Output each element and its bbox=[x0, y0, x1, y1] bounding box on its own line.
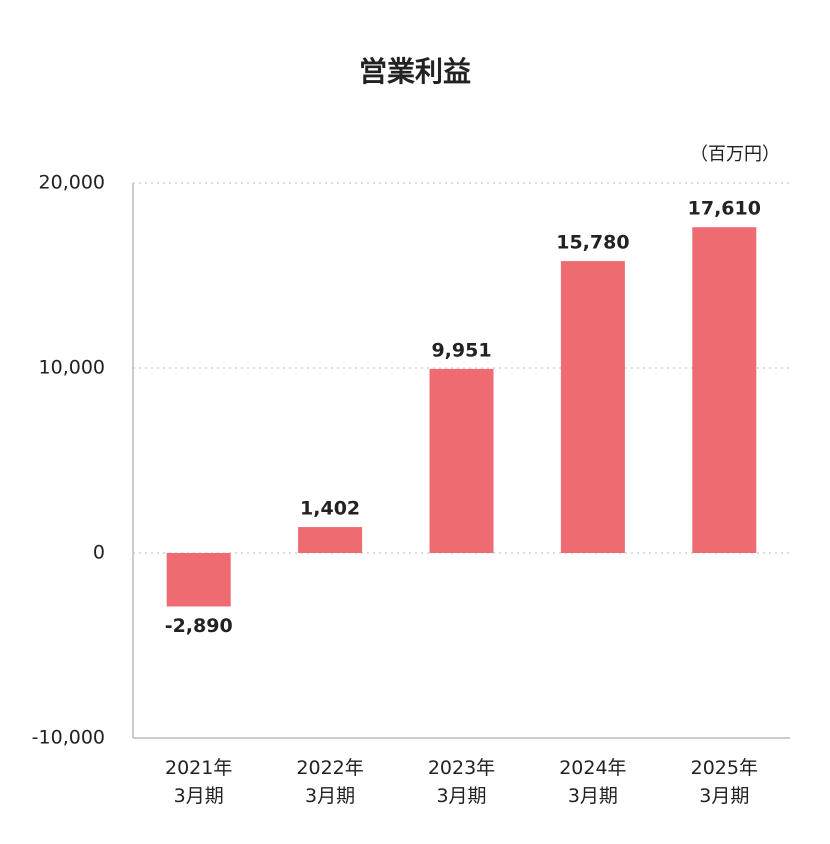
x-tick-label: 2022年 3月期 bbox=[296, 757, 364, 807]
data-label: 9,951 bbox=[431, 339, 491, 361]
y-tick-label: 10,000 bbox=[39, 357, 105, 379]
y-tick-label: 0 bbox=[93, 542, 105, 564]
bar bbox=[692, 227, 757, 553]
bar bbox=[298, 527, 363, 553]
chart-title: 営業利益 bbox=[359, 55, 471, 88]
bar bbox=[560, 261, 625, 553]
x-tick-label: 2023年 3月期 bbox=[427, 757, 496, 807]
x-tick-label: 2025年 3月期 bbox=[690, 757, 758, 807]
data-label: -2,890 bbox=[165, 615, 233, 637]
y-tick-label: 20,000 bbox=[39, 172, 105, 194]
x-tick-label: 2021年 3月期 bbox=[165, 757, 233, 807]
x-tick-label: 2024年 3月期 bbox=[559, 757, 627, 807]
data-label: 15,780 bbox=[556, 232, 629, 254]
bar bbox=[166, 553, 231, 607]
data-label: 1,402 bbox=[300, 498, 360, 520]
y-tick-label: -10,000 bbox=[32, 727, 105, 749]
data-label: 17,610 bbox=[688, 198, 761, 220]
bar bbox=[429, 368, 494, 553]
unit-label: （百万円） bbox=[690, 144, 780, 165]
